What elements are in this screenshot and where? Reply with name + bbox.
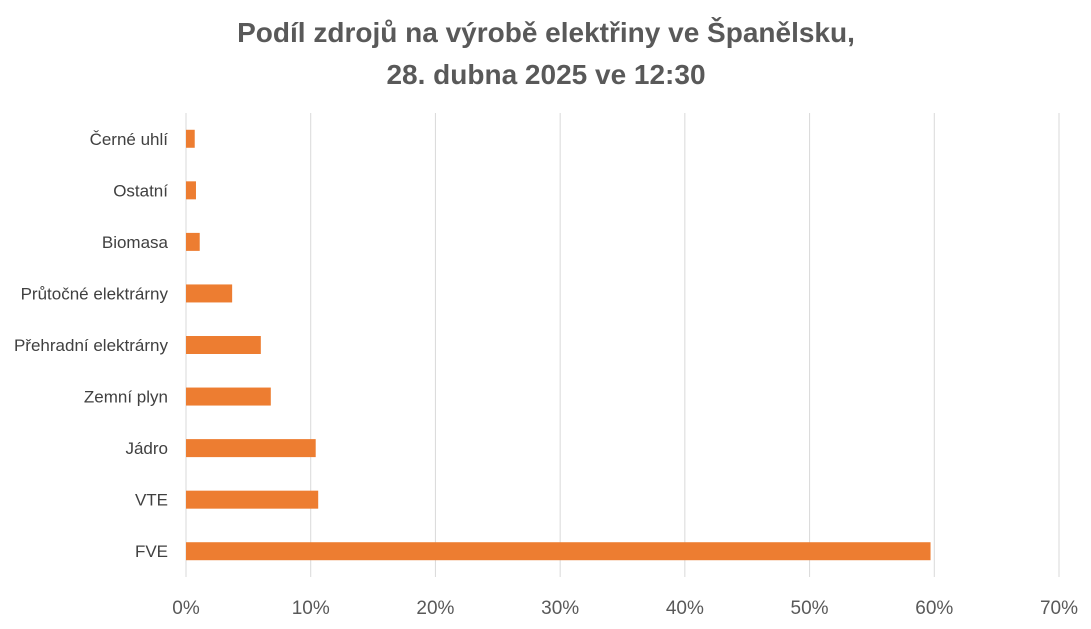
x-tick-label: 70% — [1040, 598, 1078, 619]
category-label: VTE — [135, 491, 168, 510]
category-labels: Černé uhlí Ostatní Biomasa Průtočné elektrá… — [14, 130, 169, 561]
bar — [186, 284, 233, 303]
category-label: Průtočné elektrárny — [21, 284, 169, 303]
x-tick-label: 40% — [666, 598, 704, 619]
gridlines — [185, 113, 1060, 577]
x-tick-label: 30% — [541, 598, 579, 619]
bar — [186, 490, 319, 509]
x-tick-label: 50% — [791, 598, 829, 619]
category-label: Ostatní — [113, 181, 168, 200]
category-label: Biomasa — [102, 233, 169, 252]
category-label: Černé uhlí — [90, 130, 169, 149]
bar — [186, 232, 200, 251]
chart-title-line-2: 28. dubna 2025 ve 12:30 — [386, 59, 705, 90]
bar — [186, 439, 316, 458]
bar — [186, 336, 261, 354]
bar — [186, 181, 196, 200]
chart-title-line-1: Podíl zdrojů na výrobě elektřiny ve Špan… — [237, 16, 855, 48]
bar — [186, 542, 931, 561]
bars-group — [186, 129, 931, 561]
bar — [186, 387, 271, 406]
x-tick-label: 0% — [172, 598, 200, 619]
category-label: FVE — [135, 542, 168, 561]
category-label: Zemní plyn — [84, 388, 168, 407]
x-tick-label: 10% — [292, 598, 330, 619]
x-axis-tick-labels: 0% 10% 20% 30% 40% 50% 60% 70% — [172, 598, 1078, 619]
bar — [186, 129, 195, 148]
category-label: Jádro — [125, 439, 168, 458]
x-tick-label: 60% — [915, 598, 953, 619]
x-tick-label: 20% — [416, 598, 454, 619]
category-label: Přehradní elektrárny — [14, 336, 169, 355]
